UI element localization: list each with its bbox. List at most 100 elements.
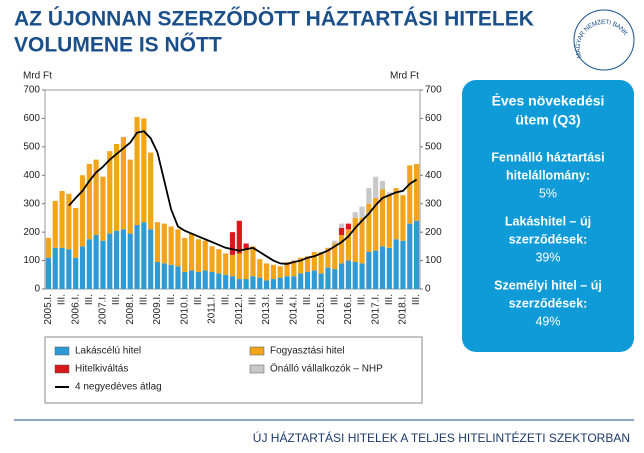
bar-segment [107,233,113,289]
bar-segment [270,264,276,280]
footer: ÚJ HÁZTARTÁSI HITELEK A TELJES HITELINTÉ… [253,430,630,445]
bar-segment [366,188,372,204]
x-tick-label: 2014.I. [289,294,300,325]
x-tick-label: 2013.I. [261,294,272,325]
y-tick-label: 200 [23,227,40,238]
bar-segment [175,266,181,289]
bar-segment [243,279,249,289]
info-value: 49% [535,314,560,328]
bar-segment [386,247,392,289]
bar-segment [332,243,338,270]
y2-tick-label: 600 [425,113,442,124]
info-label: szerződések: [509,296,588,310]
x-tick-label: 2015.I. [316,294,327,325]
bar-segment [414,163,420,221]
bar-segment [373,176,379,199]
bar-segment [93,159,99,235]
x-tick-label: 2007.I. [98,294,109,325]
bar-segment [189,233,195,271]
bar-segment [373,250,379,289]
bar-segment [45,257,51,289]
title-line: AZ ÚJONNAN SZERZŐDÖTT HÁZTARTÁSI HITELEK [14,7,534,31]
bar-segment [407,223,413,289]
legend-label: Hitelkiváltás [75,364,128,375]
bar-segment [127,233,133,289]
info-heading: ütem (Q3) [515,112,580,128]
legend-label: 4 negyedéves átlag [75,382,162,393]
bar-segment [195,271,201,289]
bar-segment [291,276,297,289]
bar-segment [216,273,222,289]
x-tick-label: 2008.I. [125,294,136,325]
bar-segment [52,247,58,289]
bar-segment [379,246,386,289]
bar-segment [223,274,229,289]
legend-swatch [249,346,265,356]
info-value: 39% [535,250,560,264]
bar-segment [250,276,256,289]
info-label: Személyi hitel – új [494,278,602,292]
bar-segment [345,229,351,261]
title-line: VOLUMENE IS NŐTT [14,34,222,57]
y2-axis-label: Mrd Ft [390,71,419,82]
bar-segment [352,217,358,262]
x-tick-label: III. [139,294,150,305]
x-tick-label: 2009.I. [152,294,163,325]
x-tick-label: III. [302,294,313,305]
bar-segment [257,277,263,289]
bar-segment [277,277,283,289]
bar-segment [79,175,86,247]
bar-segment [304,271,311,289]
legend-label: Fogyasztási hitel [270,346,344,357]
bar-segment [229,254,236,277]
y2-tick-label: 300 [425,198,442,209]
x-tick-label: III. [111,294,122,305]
bar-segment [325,247,331,268]
bar-segment [284,276,290,289]
legend-swatch [54,364,70,374]
bar-segment [236,220,242,254]
y-tick-label: 300 [23,198,40,209]
bar-segment [243,243,249,250]
x-tick-label: III. [275,294,286,305]
bar-segment [168,226,174,265]
bar-segment [332,269,338,289]
bar-segment [366,203,372,253]
bar-segment [311,252,317,271]
bar-segment [352,212,358,218]
bar-segment [114,144,120,231]
bar-segment [311,270,317,289]
bar-segment [66,193,72,250]
bar-segment [284,261,290,277]
bar-segment [148,152,154,230]
bar-segment [154,261,161,289]
bar-segment [86,239,92,289]
bar-segment [229,232,236,255]
x-tick-label: 2017.I. [370,294,381,325]
y-tick-label: 100 [23,255,40,266]
legend-label: Önálló vállalkozók – NHP [270,363,383,375]
x-tick-label: III. [193,294,204,305]
bar-segment [154,222,161,262]
x-tick-label: III. [248,294,259,305]
bar-segment [345,223,351,230]
x-tick-label: III. [357,294,368,305]
bar-segment [127,159,133,234]
bar-segment [148,229,154,289]
info-label: szerződések: [509,232,588,246]
info-label: Lakáshitel – új [505,214,591,228]
bar-segment [182,237,188,272]
bar-segment [379,189,386,247]
bar-segment [339,223,345,228]
bar-segment [352,261,358,289]
bar-segment [236,253,242,280]
x-tick-label: 2005.I. [43,294,54,325]
legend-label: Lakáscélú hitel [75,346,141,357]
y-tick-label: 0 [34,284,40,295]
bar-segment [393,188,399,240]
bar-segment [195,239,201,272]
bar-segment [216,249,222,274]
bar-segment [114,230,120,289]
bar-segment [161,263,167,289]
